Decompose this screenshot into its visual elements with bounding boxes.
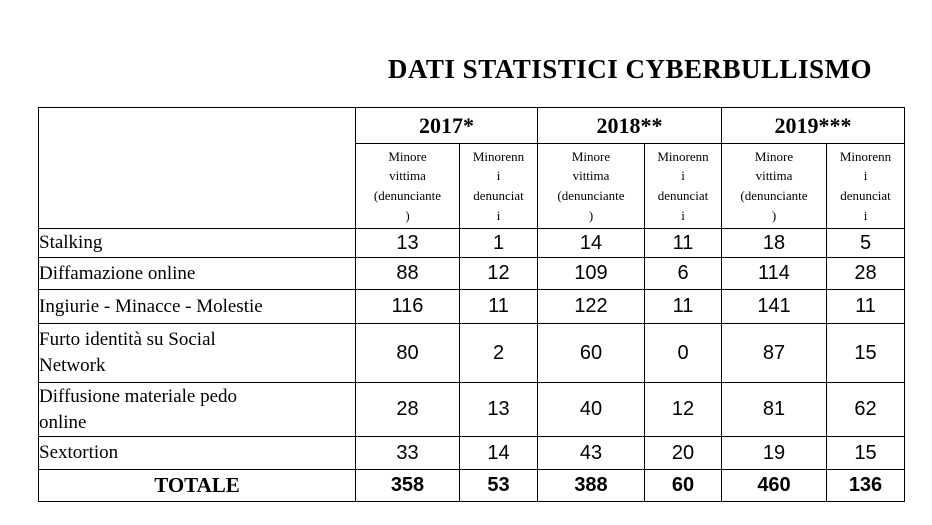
value-cell: 15 <box>826 436 905 470</box>
value-cell: 87 <box>721 323 827 383</box>
subheader-victim-2018: Minore vittima (denunciante ) <box>537 143 645 229</box>
cyberbullying-stats-table: 2017* 2018** 2019*** Minore vittima (den… <box>38 107 905 502</box>
value-cell: 6 <box>644 257 722 290</box>
value-cell: 80 <box>355 323 460 383</box>
table-row-total: TOTALE 358 53 388 60 460 136 <box>38 469 905 502</box>
total-value-cell: 460 <box>721 469 827 502</box>
subheader-reported-2019: Minorenn i denunciat i <box>826 143 905 229</box>
value-cell: 60 <box>537 323 645 383</box>
value-cell: 122 <box>537 289 645 324</box>
row-label: Stalking <box>38 228 356 258</box>
row-label: Diffamazione online <box>38 257 356 290</box>
value-cell: 28 <box>355 382 460 437</box>
value-cell: 28 <box>826 257 905 290</box>
sub-header-row: Minore vittima (denunciante ) Minorenn i… <box>39 143 905 229</box>
row-label: Diffusione materiale pedo online <box>38 382 356 437</box>
value-cell: 62 <box>826 382 905 437</box>
value-cell: 15 <box>826 323 905 383</box>
year-header-2019: 2019*** <box>721 107 905 144</box>
value-cell: 0 <box>644 323 722 383</box>
table-row-ingiurie: Ingiurie - Minacce - Molestie 116 11 122… <box>38 289 905 324</box>
value-cell: 11 <box>826 289 905 324</box>
value-cell: 33 <box>355 436 460 470</box>
subheader-victim-2017: Minore vittima (denunciante ) <box>355 143 460 229</box>
total-value-cell: 136 <box>826 469 905 502</box>
table-row-stalking: Stalking 13 1 14 11 18 5 <box>38 228 905 258</box>
table-row-diffusione-pedo: Diffusione materiale pedo online 28 13 4… <box>38 382 905 437</box>
value-cell: 116 <box>355 289 460 324</box>
value-cell: 14 <box>537 228 645 258</box>
subheader-reported-2017: Minorenn i denunciat i <box>459 143 538 229</box>
table-row-furto-identita: Furto identità su Social Network 80 2 60… <box>38 323 905 383</box>
value-cell: 14 <box>459 436 538 470</box>
value-cell: 1 <box>459 228 538 258</box>
subheader-victim-2019: Minore vittima (denunciante ) <box>721 143 827 229</box>
value-cell: 11 <box>644 289 722 324</box>
row-label: Ingiurie - Minacce - Molestie <box>38 289 356 324</box>
value-cell: 13 <box>355 228 460 258</box>
value-cell: 141 <box>721 289 827 324</box>
total-value-cell: 388 <box>537 469 645 502</box>
value-cell: 81 <box>721 382 827 437</box>
value-cell: 13 <box>459 382 538 437</box>
total-value-cell: 60 <box>644 469 722 502</box>
year-header-row: 2017* 2018** 2019*** <box>38 107 905 229</box>
value-cell: 5 <box>826 228 905 258</box>
value-cell: 11 <box>459 289 538 324</box>
row-label: Furto identità su Social Network <box>38 323 356 383</box>
table-row-sextortion: Sextortion 33 14 43 20 19 15 <box>38 436 905 470</box>
value-cell: 18 <box>721 228 827 258</box>
value-cell: 12 <box>459 257 538 290</box>
value-cell: 2 <box>459 323 538 383</box>
total-value-cell: 358 <box>355 469 460 502</box>
year-header-2018: 2018** <box>537 107 722 144</box>
empty-corner-cell <box>38 107 356 229</box>
value-cell: 19 <box>721 436 827 470</box>
row-label: Sextortion <box>38 436 356 470</box>
value-cell: 11 <box>644 228 722 258</box>
subheader-reported-2018: Minorenn i denunciat i <box>644 143 722 229</box>
value-cell: 43 <box>537 436 645 470</box>
value-cell: 88 <box>355 257 460 290</box>
total-label: TOTALE <box>38 469 356 502</box>
table-row-diffamazione: Diffamazione online 88 12 109 6 114 28 <box>38 257 905 290</box>
page-title: DATI STATISTICI CYBERBULLISMO <box>387 54 873 84</box>
value-cell: 12 <box>644 382 722 437</box>
value-cell: 114 <box>721 257 827 290</box>
value-cell: 40 <box>537 382 645 437</box>
year-header-2017: 2017* <box>355 107 538 144</box>
value-cell: 109 <box>537 257 645 290</box>
total-value-cell: 53 <box>459 469 538 502</box>
value-cell: 20 <box>644 436 722 470</box>
